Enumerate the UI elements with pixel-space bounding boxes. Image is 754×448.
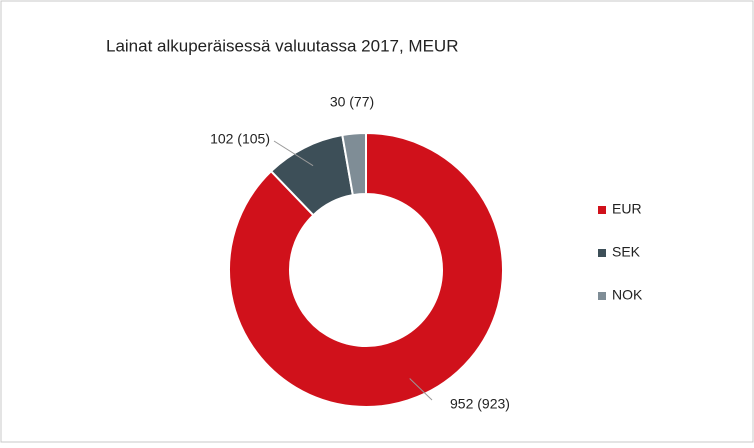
leader-line	[273, 140, 314, 167]
data-label: 30 (77)	[330, 94, 374, 110]
donut-slice	[228, 131, 504, 408]
donut-slice	[341, 131, 367, 197]
legend-label: SEK	[612, 244, 641, 260]
leader-line	[409, 378, 433, 401]
legend-swatch	[598, 292, 606, 300]
chart-title: Lainat alkuperäisessä valuutassa 2017, M…	[106, 36, 458, 55]
legend-label: NOK	[612, 287, 643, 303]
data-label: 952 (923)	[450, 396, 510, 412]
legend-label: EUR	[612, 201, 642, 217]
legend-swatch	[598, 249, 606, 257]
data-label: 102 (105)	[210, 131, 270, 147]
legend-swatch	[598, 206, 606, 214]
